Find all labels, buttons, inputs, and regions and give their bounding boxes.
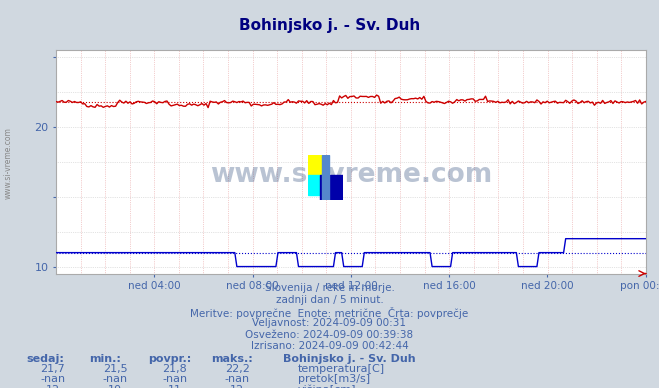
Text: 22,2: 22,2 xyxy=(225,364,250,374)
Text: -nan: -nan xyxy=(103,374,128,385)
Text: temperatura[C]: temperatura[C] xyxy=(298,364,385,374)
Text: -nan: -nan xyxy=(225,374,250,385)
Text: -nan: -nan xyxy=(162,374,187,385)
Bar xyxy=(320,175,343,200)
Text: www.si-vreme.com: www.si-vreme.com xyxy=(3,127,13,199)
Text: 11: 11 xyxy=(167,385,182,388)
Text: zadnji dan / 5 minut.: zadnji dan / 5 minut. xyxy=(275,295,384,305)
Text: Meritve: povprečne  Enote: metrične  Črta: povprečje: Meritve: povprečne Enote: metrične Črta:… xyxy=(190,307,469,319)
Text: Osveženo: 2024-09-09 00:39:38: Osveženo: 2024-09-09 00:39:38 xyxy=(245,330,414,340)
Text: 21,8: 21,8 xyxy=(162,364,187,374)
Text: 10: 10 xyxy=(108,385,123,388)
Text: višina[cm]: višina[cm] xyxy=(298,385,357,388)
Text: -nan: -nan xyxy=(40,374,65,385)
Bar xyxy=(308,175,322,196)
Text: www.si-vreme.com: www.si-vreme.com xyxy=(210,162,492,189)
Text: 12: 12 xyxy=(45,385,60,388)
Bar xyxy=(308,155,326,178)
Text: Bohinjsko j. - Sv. Duh: Bohinjsko j. - Sv. Duh xyxy=(239,18,420,33)
Text: povpr.:: povpr.: xyxy=(148,354,192,364)
Polygon shape xyxy=(322,155,329,200)
Text: maks.:: maks.: xyxy=(211,354,252,364)
Text: min.:: min.: xyxy=(89,354,121,364)
Text: Veljavnost: 2024-09-09 00:31: Veljavnost: 2024-09-09 00:31 xyxy=(252,318,407,328)
Text: sedaj:: sedaj: xyxy=(26,354,64,364)
Text: 21,5: 21,5 xyxy=(103,364,128,374)
Text: pretok[m3/s]: pretok[m3/s] xyxy=(298,374,370,385)
Text: 21,7: 21,7 xyxy=(40,364,65,374)
Text: 12: 12 xyxy=(230,385,244,388)
Text: Bohinjsko j. - Sv. Duh: Bohinjsko j. - Sv. Duh xyxy=(283,354,416,364)
Text: Slovenija / reke in morje.: Slovenija / reke in morje. xyxy=(264,283,395,293)
Text: Izrisano: 2024-09-09 00:42:44: Izrisano: 2024-09-09 00:42:44 xyxy=(250,341,409,352)
